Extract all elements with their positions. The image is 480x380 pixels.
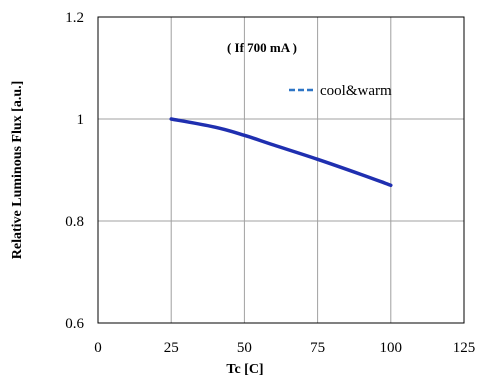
x-tick-label: 50 <box>237 340 252 356</box>
legend: cool&warm <box>289 83 392 99</box>
y-axis-ticks: 0.6 0.8 1 1.2 <box>65 10 84 332</box>
series-line-cool-warm <box>169 117 393 188</box>
annotation-label: ( If 700 mA ) <box>227 40 297 55</box>
x-tick-label: 75 <box>310 340 325 356</box>
legend-label: cool&warm <box>320 83 392 99</box>
y-tick-label: 0.8 <box>65 214 84 230</box>
x-tick-label: 125 <box>453 340 476 356</box>
y-tick-label: 0.6 <box>65 316 84 332</box>
plot-frame <box>97 16 465 324</box>
x-axis-title: Tc [C] <box>226 362 263 377</box>
grid <box>98 17 464 323</box>
x-tick-label: 100 <box>380 340 403 356</box>
x-tick-label: 0 <box>94 340 102 356</box>
y-tick-label: 1.2 <box>65 10 84 26</box>
x-axis-ticks: 0 25 50 75 100 125 <box>94 340 475 356</box>
y-tick-label: 1 <box>77 112 85 128</box>
x-tick-label: 25 <box>164 340 179 356</box>
y-axis-title: Relative Luminous Flux [a.u.] <box>10 81 25 260</box>
series-layer <box>169 117 393 188</box>
plot-border <box>97 16 465 324</box>
